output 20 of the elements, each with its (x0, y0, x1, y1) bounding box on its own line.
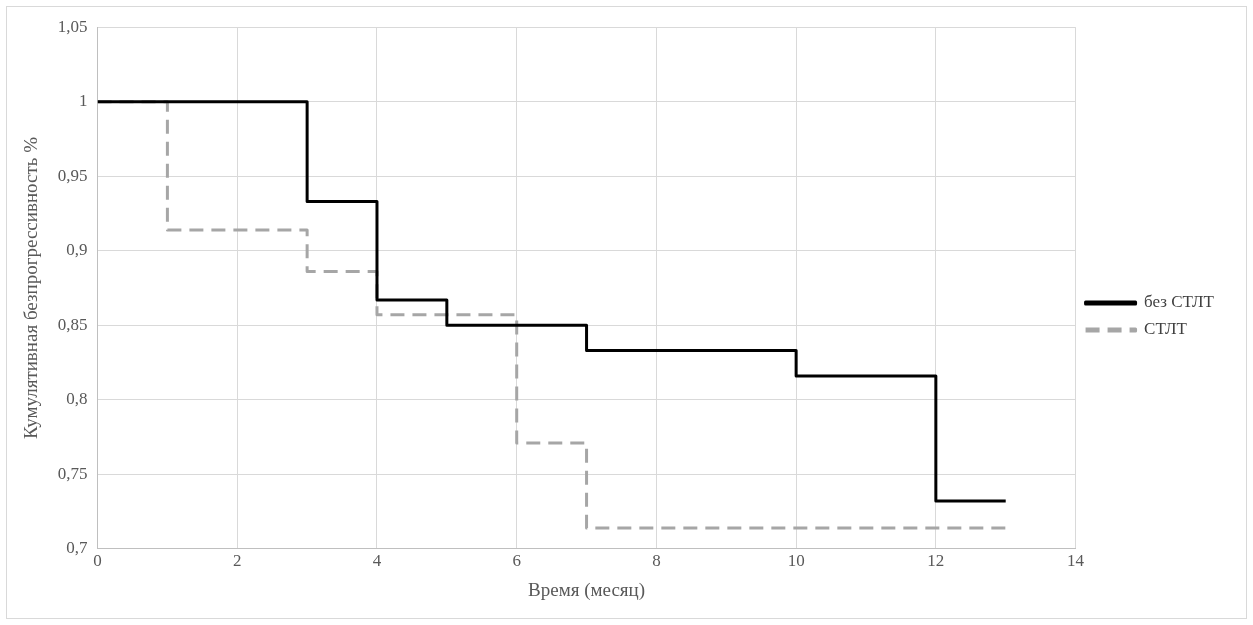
x-tick-label: 14 (1067, 551, 1085, 571)
x-tick-label: 12 (927, 551, 945, 571)
y-tick-label: 0,95 (57, 165, 88, 185)
x-tick-label: 6 (512, 551, 521, 571)
y-tick-label: 0,85 (57, 314, 88, 334)
y-axis-title: Кумулятивная безпрогрессивность % (20, 136, 42, 440)
x-tick-label: 10 (787, 551, 805, 571)
x-tick-label: 8 (652, 551, 661, 571)
y-tick-label: 1,05 (57, 16, 88, 36)
x-tick-label: 4 (372, 551, 382, 571)
y-tick-label: 0,75 (57, 463, 88, 483)
y-tick-label: 0,9 (66, 240, 88, 260)
legend-label: без СТЛТ (1144, 292, 1215, 312)
y-tick-label: 0,7 (66, 538, 89, 558)
legend-label: СТЛТ (1144, 319, 1188, 339)
x-tick-label: 2 (233, 551, 242, 571)
y-tick-label: 1 (79, 91, 88, 111)
x-axis-title: Время (месяц) (528, 578, 646, 601)
y-tick-label: 0,8 (66, 389, 88, 409)
x-tick-label: 0 (93, 551, 102, 571)
